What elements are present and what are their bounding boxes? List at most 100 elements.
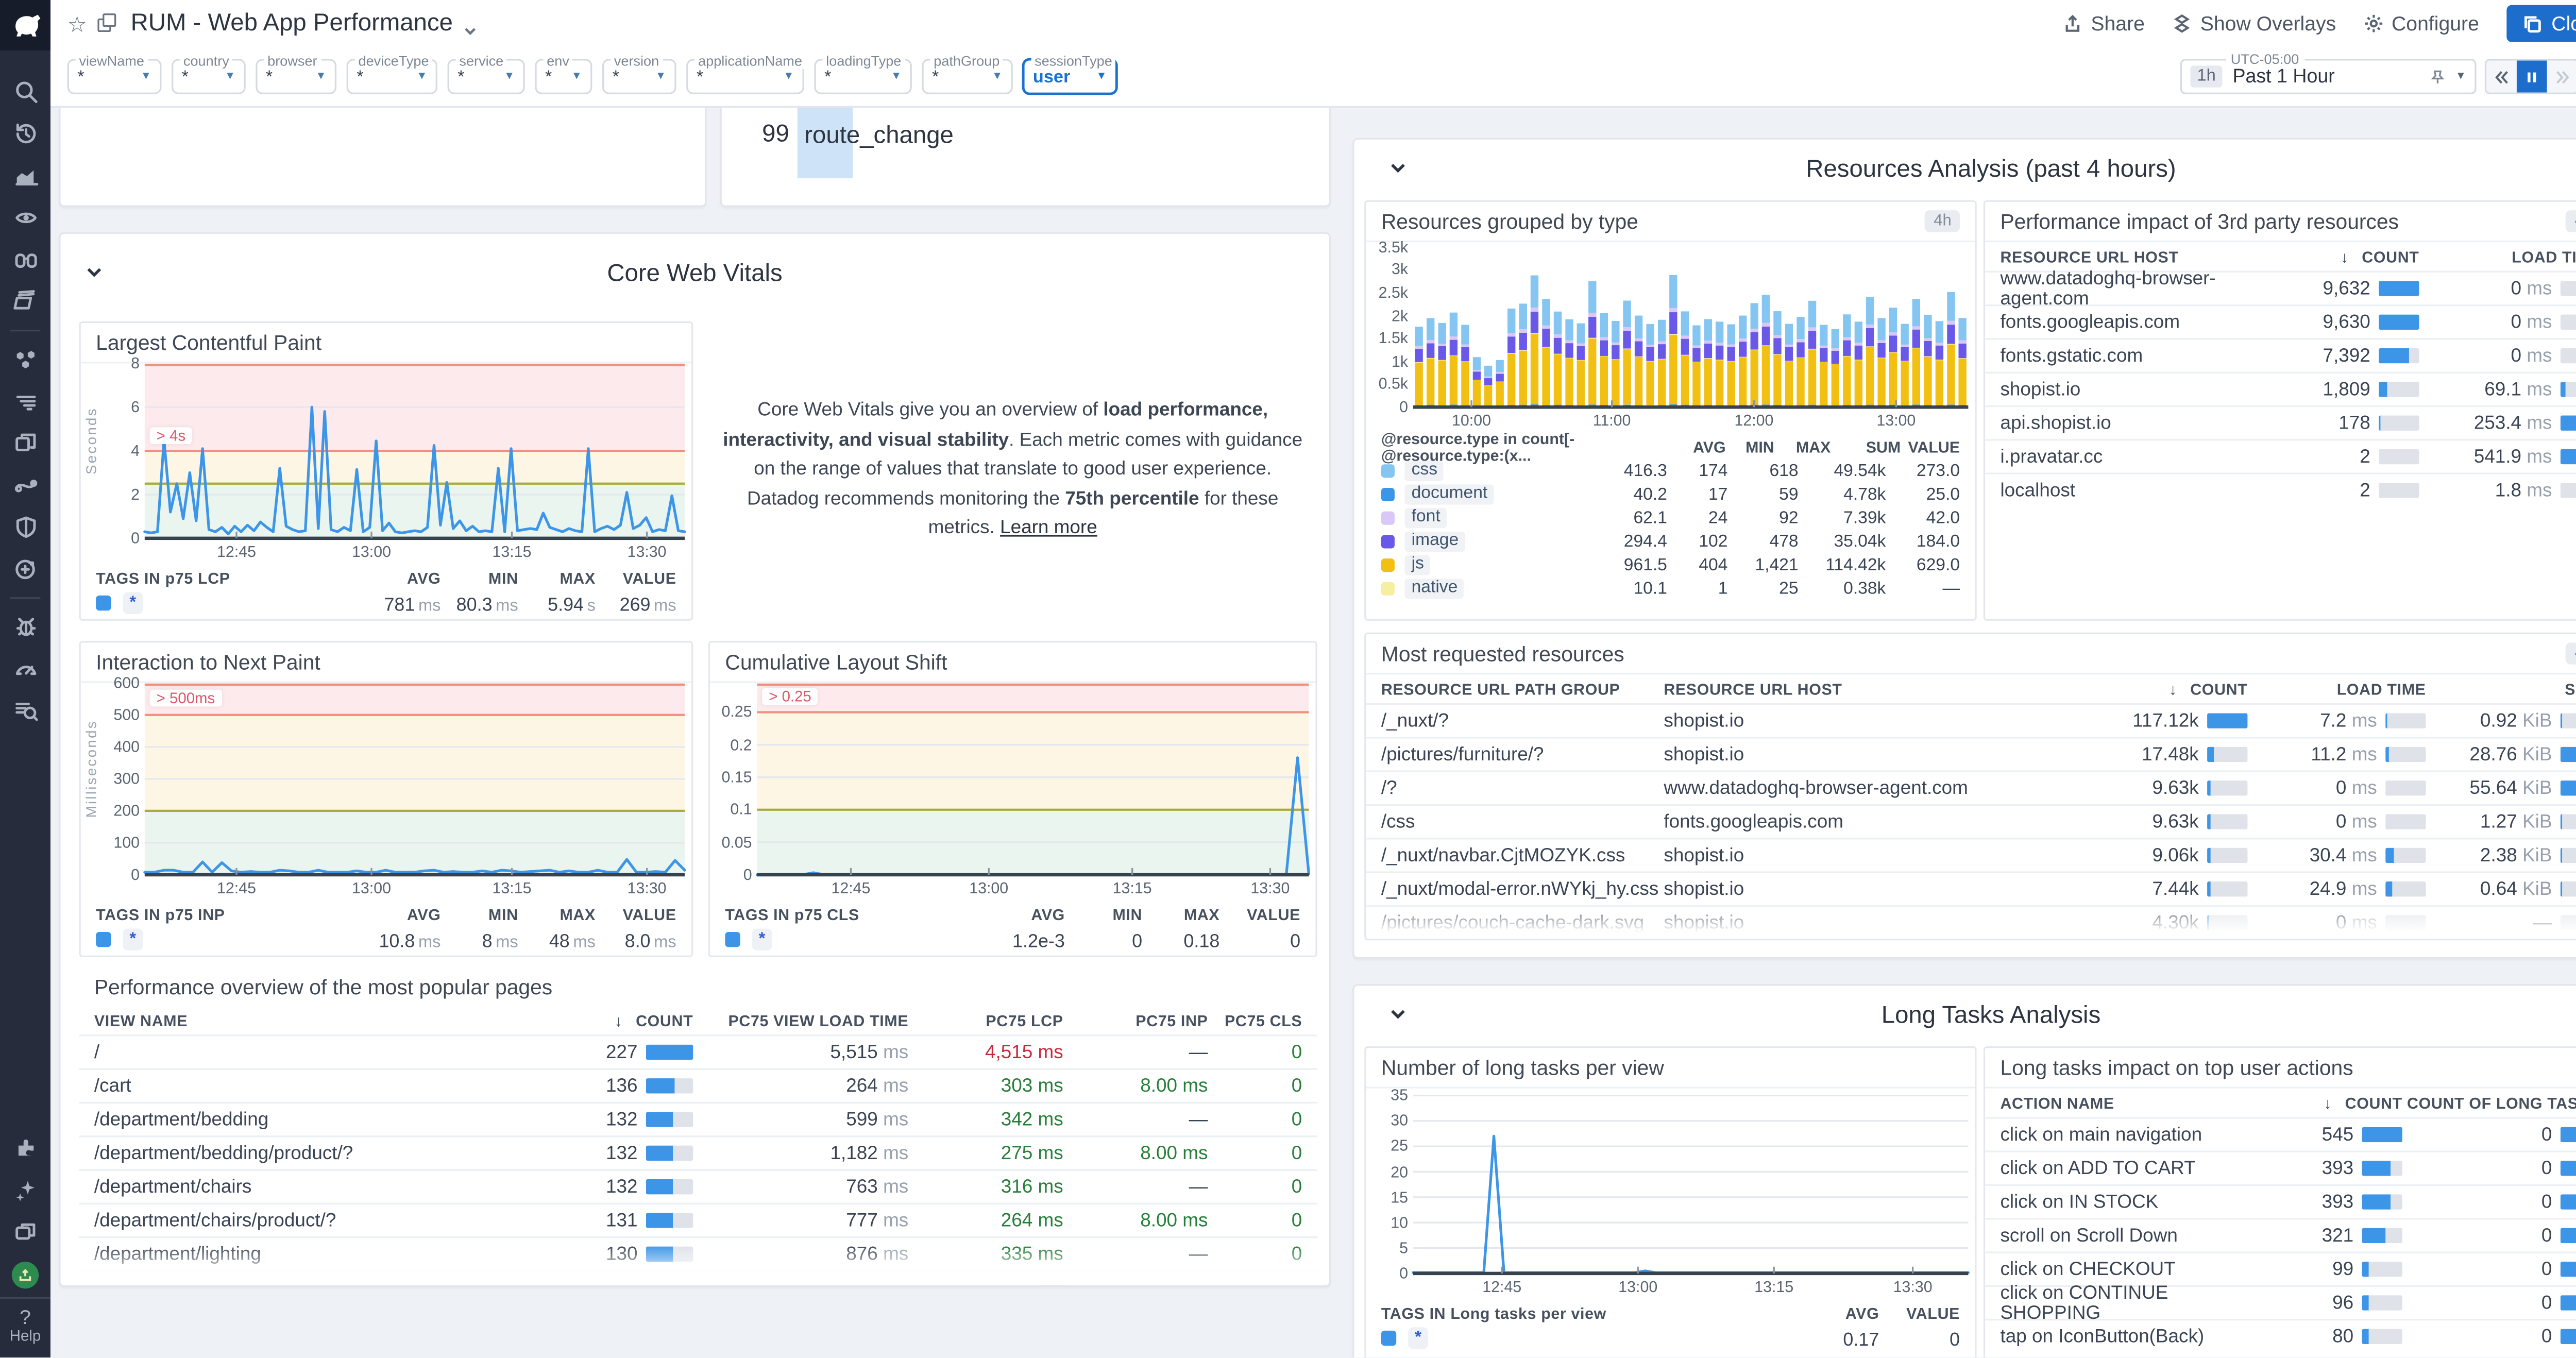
filter-caret-icon[interactable]: ▼: [571, 71, 582, 83]
table-row[interactable]: /pictures/couch-cache-dark.svg shopist.io…: [1366, 905, 2576, 939]
legend-row[interactable]: image 294.4 102 478 35.04k 184.0: [1366, 530, 1975, 554]
datadog-logo[interactable]: [0, 0, 50, 50]
lcp-chart[interactable]: 0 2 4 6 8 Seconds > 4s: [81, 355, 691, 547]
filter-caret-icon[interactable]: ▼: [891, 71, 902, 83]
sort-count-header[interactable]: ↓ COUNT: [2324, 1094, 2402, 1111]
learn-more-link[interactable]: Learn more: [1000, 518, 1097, 539]
filter-version[interactable]: version * ▼: [602, 52, 676, 94]
filter-caret-icon[interactable]: ▼: [416, 71, 428, 83]
table-row[interactable]: /department/chairs/product/? 131 777 ms 264…: [79, 1202, 1317, 1236]
table-row[interactable]: /css fonts.googleapis.com 9.63k 0 ms 1.27 Ki…: [1366, 804, 2576, 838]
table-row[interactable]: /pictures/furniture/? shopist.io 17.48k 11.…: [1366, 737, 2576, 770]
sort-count-header[interactable]: ↓ COUNT: [2341, 248, 2419, 265]
resources-stacked-chart[interactable]: 0 0.5k 1k 1.5k 2k 2.5k 3k 3.5k: [1366, 239, 1975, 416]
legend-row[interactable]: font 62.1 24 92 7.39k 42.0: [1366, 506, 1975, 530]
sidebar-item-infrastructure[interactable]: [0, 338, 50, 380]
favorite-star-icon[interactable]: ☆: [67, 11, 87, 37]
table-row[interactable]: /department/bedding/product/? 132 1,182 ms…: [79, 1135, 1317, 1169]
sidebar-item-metrics[interactable]: [0, 155, 50, 197]
stats-row[interactable]: * 0.17 0: [1381, 1324, 1960, 1353]
sidebar-item-errors[interactable]: [0, 606, 50, 648]
table-row[interactable]: www.datadoghq-browser-agent.com 9,632 0 ms: [1985, 268, 2576, 309]
clone-button[interactable]: Clone: [2506, 5, 2576, 42]
configure-button[interactable]: Configure: [2363, 12, 2479, 36]
table-row[interactable]: fonts.googleapis.com 9,630 0 ms: [1985, 304, 2576, 338]
filter-viewName[interactable]: viewName * ▼: [67, 52, 162, 94]
table-row[interactable]: /department/bedding 132 599 ms 342 ms — 0: [79, 1101, 1317, 1135]
filter-loadingType[interactable]: loadingType * ▼: [814, 52, 912, 94]
sidebar-item-rum[interactable]: [0, 422, 50, 465]
status-tray-icon[interactable]: [11, 1262, 39, 1289]
stats-row[interactable]: * 1.2e-3 0 0.18 0: [725, 925, 1300, 954]
dashboard-grid-icon[interactable]: [97, 13, 117, 33]
stats-row[interactable]: * 781 ms 80.3 ms 5.94 s 269 ms: [96, 589, 676, 618]
filter-applicationName[interactable]: applicationName * ▼: [686, 52, 806, 94]
filter-caret-icon[interactable]: ▼: [783, 71, 794, 83]
filter-caret-icon[interactable]: ▼: [504, 71, 515, 83]
pause-button[interactable]: [2516, 60, 2547, 93]
filter-browser[interactable]: browser * ▼: [256, 52, 337, 94]
sidebar-item-performance[interactable]: [0, 648, 50, 690]
filter-caret-icon[interactable]: ▼: [225, 71, 236, 83]
table-row[interactable]: localhost 2 1.8 ms: [1985, 472, 2576, 506]
table-row[interactable]: / 227 5,515 ms 4,515 ms — 0: [79, 1034, 1317, 1068]
partial-widget-events[interactable]: 99 route_change: [720, 107, 1331, 207]
table-row[interactable]: click on CHECKOUT 99 0: [1985, 1251, 2576, 1285]
filter-country[interactable]: country * ▼: [172, 52, 246, 94]
sidebar-item-audit[interactable]: [0, 690, 50, 732]
sort-count-header[interactable]: ↓ COUNT: [2168, 680, 2248, 698]
sidebar-item-logs[interactable]: [0, 380, 50, 422]
collapse-chevron-icon[interactable]: [1388, 1003, 1408, 1033]
sort-count-header[interactable]: ↓ COUNT: [614, 1012, 693, 1029]
share-button[interactable]: Share: [2062, 12, 2145, 36]
cls-chart[interactable]: 0 0.05 0.1 0.15 0.2 0.25 > 0.25: [710, 683, 1316, 883]
pin-icon[interactable]: [2429, 68, 2446, 85]
partial-widget-left[interactable]: [59, 107, 707, 207]
table-row[interactable]: scroll on Scroll Down 321 0: [1985, 1218, 2576, 1251]
sidebar-item-synthetics[interactable]: [0, 548, 50, 590]
sidebar-item-search[interactable]: [0, 71, 50, 113]
title-chevron-down-icon[interactable]: [463, 16, 478, 35]
time-backward-button[interactable]: [2486, 60, 2517, 93]
filter-pathGroup[interactable]: pathGroup * ▼: [922, 52, 1013, 94]
help-button[interactable]: ? Help: [0, 1297, 50, 1358]
table-row[interactable]: /department/lighting 130 876 ms 335 ms — 0: [79, 1236, 1317, 1270]
filter-caret-icon[interactable]: ▼: [992, 71, 1003, 83]
sidebar-item-ai-assistant[interactable]: [0, 1169, 50, 1212]
filter-caret-icon[interactable]: ▼: [140, 71, 151, 83]
event-highlight-cell[interactable]: [798, 107, 853, 179]
time-range-picker[interactable]: UTC-05:00 1h Past 1 Hour ▼: [2180, 50, 2477, 94]
legend-row[interactable]: native 10.1 1 25 0.38k —: [1366, 577, 1975, 601]
legend-row[interactable]: js 961.5 404 1,421 114.42k 629.0: [1366, 553, 1975, 577]
sidebar-item-integrations[interactable]: [0, 1128, 50, 1170]
table-row[interactable]: click on CONTINUE SHOPPING 96 0: [1985, 1283, 2576, 1323]
table-row[interactable]: /_nuxt/navbar.CjtMOZYK.css shopist.io 9.06…: [1366, 838, 2576, 871]
sidebar-item-history[interactable]: [0, 113, 50, 155]
sidebar-item-notebooks[interactable]: [0, 281, 50, 323]
table-row[interactable]: tap on IconButton(Back) 80 0: [1985, 1319, 2576, 1352]
time-forward-button[interactable]: [2547, 60, 2576, 93]
sidebar-item-workspaces[interactable]: [0, 1212, 50, 1254]
table-row[interactable]: /_nuxt/modal-error.nWYkj_hy.css shopist.i…: [1366, 871, 2576, 905]
filter-sessionType[interactable]: sessionType user ▼: [1023, 52, 1117, 94]
filter-caret-icon[interactable]: ▼: [655, 71, 667, 83]
sidebar-item-monitors[interactable]: [0, 239, 50, 281]
table-row[interactable]: i.pravatar.cc 2 541.9 ms: [1985, 439, 2576, 472]
table-row[interactable]: /? www.datadoghq-browser-agent.com 9.63k 0 …: [1366, 770, 2576, 804]
sidebar-item-apm[interactable]: [0, 464, 50, 506]
filter-service[interactable]: service * ▼: [447, 52, 525, 94]
table-row[interactable]: /_nuxt/? shopist.io 117.12k 7.2 ms 0.92 KiB: [1366, 703, 2576, 737]
inp-chart[interactable]: 0 100 200 300 400 500 600 Milliseconds > 500ms: [81, 674, 691, 883]
collapse-chevron-icon[interactable]: [84, 261, 104, 291]
time-caret-icon[interactable]: ▼: [2455, 71, 2466, 83]
legend-row[interactable]: document 40.2 17 59 4.78k 25.0: [1366, 483, 1975, 506]
sidebar-item-security[interactable]: [0, 506, 50, 549]
table-row[interactable]: /cart 136 264 ms 303 ms 8.00 ms 0: [79, 1068, 1317, 1101]
filter-deviceType[interactable]: deviceType * ▼: [346, 52, 437, 94]
long-tasks-chart[interactable]: 0 5 10 15 20 25 30 35: [1366, 1087, 1975, 1282]
sidebar-item-watchdog[interactable]: [0, 197, 50, 239]
filter-caret-icon[interactable]: ▼: [1096, 71, 1107, 83]
table-row[interactable]: shopist.io 1,809 69.1 ms: [1985, 371, 2576, 405]
filter-caret-icon[interactable]: ▼: [315, 71, 327, 83]
filter-env[interactable]: env * ▼: [535, 52, 592, 94]
